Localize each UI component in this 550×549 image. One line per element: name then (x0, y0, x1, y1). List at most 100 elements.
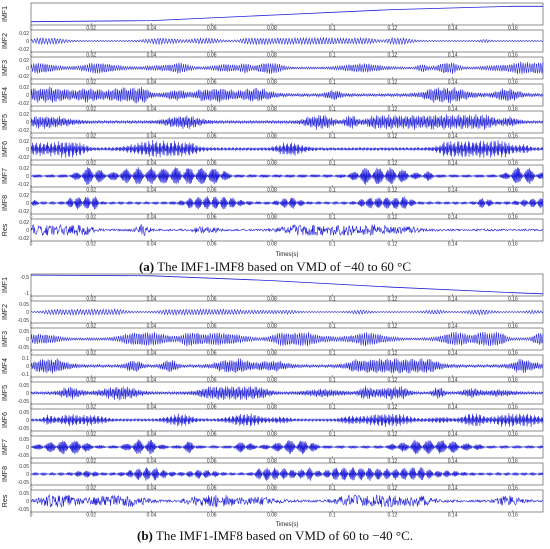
x-tick-label: 0.02 (86, 351, 96, 357)
x-tick-label: 0 (30, 26, 33, 32)
y-tick-label: 0.02 (19, 85, 29, 91)
x-tick-label: 0.12 (388, 161, 398, 167)
x-tick-label: 0.04 (147, 378, 157, 384)
x-tick-label: 0.12 (388, 324, 398, 330)
y-tick-label: 0 (26, 93, 29, 99)
x-tick-label: 0.02 (86, 378, 96, 384)
x-tick-label: 0.06 (207, 297, 217, 303)
x-tick-label: 0.14 (448, 26, 458, 32)
y-tick-label: 0 (26, 310, 29, 316)
x-tick-label: 0.04 (147, 513, 157, 519)
x-tick-label: 0.08 (267, 405, 277, 411)
subplot-imf7: IMF7 0.020-0.020 0.02 0.04 0.06 0.08 0.1 0.12 0.… (2, 164, 544, 194)
y-tick-label: 0 (26, 418, 29, 424)
x-tick-label: 0.14 (448, 188, 458, 194)
x-tick-label: 0.04 (147, 459, 157, 465)
x-tick-label: 0.08 (267, 486, 277, 492)
x-tick-label: 0.16 (508, 215, 518, 221)
x-tick-label: 0.06 (207, 161, 217, 167)
x-tick-label: 0.06 (207, 215, 217, 221)
x-tick-label: 0.14 (448, 297, 458, 303)
x-tick-label: 0.04 (147, 53, 157, 59)
x-tick-label: 0.08 (267, 513, 277, 519)
x-tick-label: 0.16 (508, 161, 518, 167)
x-tick-label: 0.1 (329, 242, 336, 248)
subplot-imf4: IMF4 0.10-0.10 0.02 0.04 0.06 0.08 0.1 0.12 0.14… (2, 354, 544, 384)
x-tick-label: 0.1 (329, 80, 336, 86)
x-tick-label: 0.16 (508, 53, 518, 59)
y-tick-label: 0.02 (19, 193, 29, 199)
x-tick-label: 0 (30, 53, 33, 59)
x-tick-label: 0 (30, 378, 33, 384)
y-tick-label: -0.05 (18, 345, 30, 351)
series-label: IMF2 (2, 33, 9, 49)
x-tick-label: 0.14 (448, 134, 458, 140)
series-label: IMF6 (2, 412, 9, 428)
x-tick-label: 0.12 (388, 459, 398, 465)
x-tick-label: 0.04 (147, 297, 157, 303)
x-tick-label: 0.12 (388, 378, 398, 384)
x-tick-label: 0.1 (329, 432, 336, 438)
x-tick-label: 0.06 (207, 486, 217, 492)
x-tick-label: 0.16 (508, 432, 518, 438)
x-tick-label: 0.06 (207, 188, 217, 194)
x-axis-label: Times(s) (275, 522, 298, 528)
y-tick-label: 0 (26, 391, 29, 397)
x-tick-label: 0.16 (508, 378, 518, 384)
x-tick-label: 0.14 (448, 351, 458, 357)
x-tick-label: 0.02 (86, 53, 96, 59)
series-line (30, 439, 544, 455)
series-line (30, 413, 544, 427)
series-line (30, 331, 544, 347)
y-tick-label: 0.05 (19, 302, 29, 308)
y-tick-label: 0 (26, 337, 29, 343)
y-tick-label: -1 (25, 291, 30, 297)
x-axis-label: Times(s) (275, 252, 298, 258)
subplot-imf3: IMF3 0.020-0.020 0.02 0.04 0.06 0.08 0.1 0.12 0.… (2, 56, 544, 86)
x-tick-label: 0.14 (448, 405, 458, 411)
series-label: IMF1 (2, 6, 9, 22)
x-tick-label: 0 (30, 80, 33, 86)
x-tick-label: 0.02 (86, 107, 96, 113)
x-tick-label: 0.1 (329, 459, 336, 465)
series-line (30, 36, 544, 46)
y-tick-label: -0.02 (18, 182, 30, 188)
x-tick-label: 0.06 (207, 378, 217, 384)
x-tick-label: 0.08 (267, 324, 277, 330)
x-tick-label: 0.04 (147, 215, 157, 221)
x-tick-label: 0.1 (329, 26, 336, 32)
x-tick-label: 0.12 (388, 80, 398, 86)
y-tick-label: -0.05 (18, 399, 30, 405)
x-tick-label: 0.1 (329, 215, 336, 221)
x-tick-label: 0 (30, 405, 33, 411)
x-tick-label: 0.16 (508, 459, 518, 465)
x-tick-label: 0.08 (267, 188, 277, 194)
y-tick-label: 0 (26, 472, 29, 478)
y-tick-label: 0.05 (19, 383, 29, 389)
y-tick-label: -0.05 (18, 453, 30, 459)
series-label: IMF2 (2, 304, 9, 320)
x-tick-label: 0.16 (508, 324, 518, 330)
x-tick-label: 0.02 (86, 432, 96, 438)
x-tick-label: 0 (30, 188, 33, 194)
x-tick-label: 0.04 (147, 80, 157, 86)
y-tick-label: -0.02 (18, 155, 30, 161)
y-tick-label: -0.02 (18, 236, 30, 242)
x-tick-label: 0.14 (448, 107, 458, 113)
series-label: Res (2, 223, 9, 236)
series-line (30, 385, 544, 401)
y-tick-label: 0.02 (19, 112, 29, 118)
x-tick-label: 0.14 (448, 215, 458, 221)
x-tick-label: 0.16 (508, 107, 518, 113)
caption-b: (b) The IMF1-IMF8 based on VMD of 60 to … (0, 528, 550, 544)
y-tick-label: 0.05 (19, 410, 29, 416)
x-tick-label: 0.12 (388, 26, 398, 32)
y-tick-label: 0.02 (19, 31, 29, 37)
x-tick-label: 0.02 (86, 188, 96, 194)
caption-a-id: (a) (138, 259, 155, 274)
x-tick-label: 0.08 (267, 53, 277, 59)
x-tick-label: 0.16 (508, 242, 518, 248)
x-tick-label: 0.08 (267, 134, 277, 140)
